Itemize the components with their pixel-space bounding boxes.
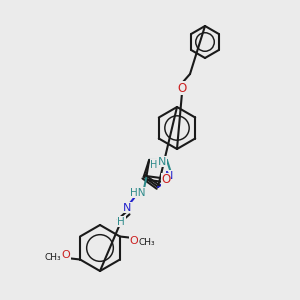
Text: CH₃: CH₃ bbox=[139, 238, 155, 247]
Text: N: N bbox=[123, 203, 131, 213]
Text: H: H bbox=[150, 160, 158, 170]
Text: O: O bbox=[177, 82, 187, 94]
Text: CH₃: CH₃ bbox=[45, 253, 61, 262]
Text: N: N bbox=[165, 171, 173, 181]
Text: N: N bbox=[158, 157, 166, 167]
Text: O: O bbox=[130, 236, 138, 245]
Text: O: O bbox=[162, 173, 171, 186]
Text: HN: HN bbox=[130, 188, 146, 198]
Text: O: O bbox=[62, 250, 70, 260]
Text: H: H bbox=[117, 217, 125, 227]
